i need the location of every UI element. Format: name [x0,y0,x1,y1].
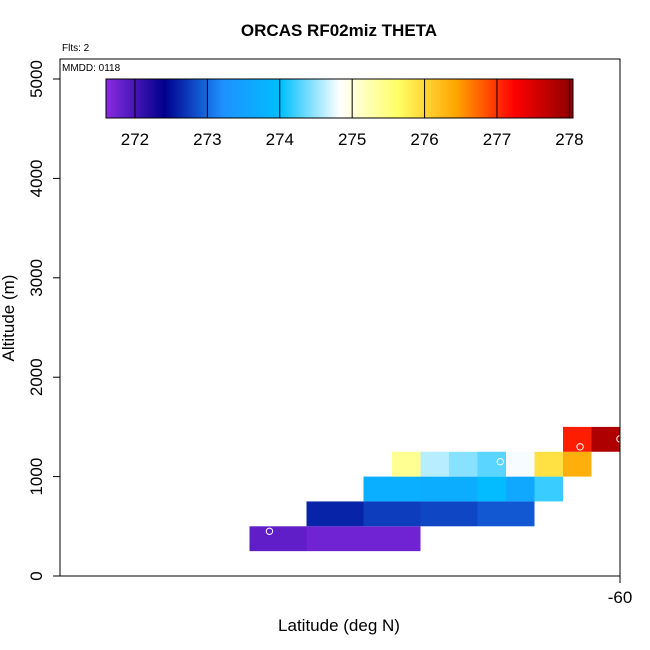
colorbar-tick-label: 272 [121,130,149,149]
y-axis: 0 1000 2000 3000 4000 5000 [27,60,60,581]
sample-point [576,443,584,451]
y-axis-label: Altitude (m) [0,275,18,362]
colorbar-tick-label: 275 [338,130,366,149]
heatmap-cell [563,451,592,477]
heatmap-cell [363,476,421,502]
heatmap-cell [420,476,478,502]
colorbar-tick-label: 278 [555,130,583,149]
heatmap-cell [363,501,421,527]
sample-point [542,514,550,523]
y-tick-label: 4000 [27,159,46,197]
colorbar-tick-label: 277 [483,130,511,149]
colorbar-tick-label: 274 [266,130,294,149]
heatmap-cell [392,451,421,477]
plot-frame [59,58,621,577]
heatmap-cell [363,526,421,552]
heatmap-cell [306,526,364,552]
heatmap-cell [477,476,506,502]
heatmap-cell [420,451,449,477]
heatmap-cell [506,451,535,477]
chart-title: ORCAS RF02miz THETA [241,21,437,40]
sample-point [496,457,504,466]
sample-point [453,539,462,547]
heatmap-cell [591,426,620,452]
colorbar-tick-label: 273 [193,130,221,149]
colorbar-tick-label: 276 [410,130,438,149]
colorbar-ticks: 272 273 274 275 276 277 278 [121,79,584,149]
x-tick-label: -60 [608,588,633,607]
flights-label: Flts: 2 [62,43,90,54]
y-tick-label: 0 [27,571,46,580]
y-tick-label: 3000 [27,259,46,297]
y-tick-label: 1000 [27,458,46,496]
colorbar [105,78,574,119]
y-tick-label: 5000 [27,60,46,98]
heatmap-cell [534,451,563,477]
x-axis-label: Latitude (deg N) [278,616,400,635]
heatmap-cell [534,476,563,502]
x-axis: -60 [608,576,633,607]
heatmap-cell [249,526,307,552]
heatmap-cell [477,501,535,527]
heatmap-cell [306,501,364,527]
heatmap-cell [477,451,506,477]
y-tick-label: 2000 [27,358,46,396]
heatmap-cells [249,426,620,552]
heatmap-cell [449,451,478,477]
sample-point [265,527,274,535]
heatmap-cell [420,501,478,527]
date-label: MMDD: 0118 [62,63,121,74]
heatmap-cell [506,476,535,502]
